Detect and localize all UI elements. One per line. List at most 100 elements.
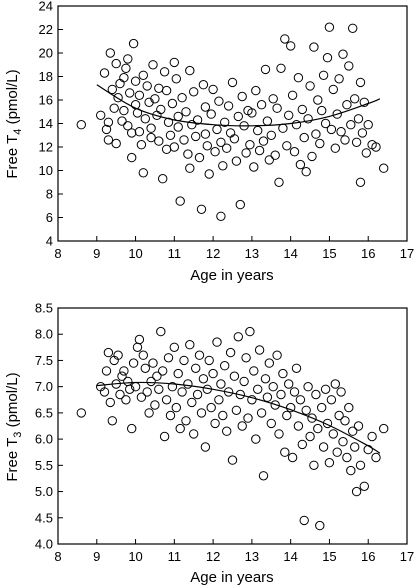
free-t3-data-point xyxy=(163,353,174,363)
free-t4-data-point xyxy=(76,120,87,130)
free-t4-data-point xyxy=(253,125,263,136)
free-t4-data-point xyxy=(119,73,129,83)
free-t4-data-point xyxy=(156,104,166,115)
free-t4-data-point xyxy=(284,110,294,121)
free-t4-data-point xyxy=(185,163,195,173)
free-t3-data-point xyxy=(235,389,246,400)
free-t3-data-point xyxy=(165,410,176,421)
free-t3-data-point xyxy=(260,374,271,384)
free-t4-y-tick-label: 12 xyxy=(39,140,53,155)
free-t3-data-point xyxy=(227,455,238,465)
free-t4-data-point xyxy=(171,74,182,84)
free-t4-data-point xyxy=(258,136,269,146)
free-t4-data-point xyxy=(293,73,304,83)
free-t4-data-point xyxy=(355,177,366,188)
free-t4-data-point xyxy=(276,63,286,74)
free-t4-data-point xyxy=(138,168,149,178)
free-t4-data-point xyxy=(154,83,164,94)
free-t3-data-point xyxy=(340,416,350,426)
free-t3-y-tick-label: 6.0 xyxy=(35,432,53,447)
free-t4-data-point xyxy=(204,169,214,179)
free-t4-data-point xyxy=(262,116,273,126)
free-t3-data-point xyxy=(305,431,315,442)
free-t4-data-point xyxy=(191,131,201,142)
free-t4-data-point xyxy=(111,138,121,149)
free-t3-data-point xyxy=(179,355,189,366)
free-t3-data-point xyxy=(301,405,311,415)
free-t4-x-tick-label: 14 xyxy=(283,246,297,261)
free-t4-data-point xyxy=(185,65,195,76)
free-t3-data-point xyxy=(266,418,276,429)
free-t4-data-point xyxy=(175,196,185,206)
free-t4-data-point xyxy=(154,136,164,146)
free-t3-data-point xyxy=(105,397,116,408)
free-t4-data-point xyxy=(272,103,282,113)
free-t4-data-point xyxy=(326,124,337,135)
free-t4-data-point xyxy=(353,114,364,124)
free-t3-data-point xyxy=(181,416,191,426)
free-t3-data-point xyxy=(194,350,205,360)
free-t4-data-point xyxy=(264,155,274,165)
free-t4-x-tick-label: 9 xyxy=(93,246,100,261)
free-t4-data-point xyxy=(227,77,238,88)
free-t4-data-point xyxy=(286,41,296,51)
free-t4-data-point xyxy=(332,109,342,119)
free-t3-data-point xyxy=(200,442,211,452)
free-t4-data-point xyxy=(287,90,298,101)
free-t4-y-tick-label: 4 xyxy=(46,234,53,249)
free-t3-y-tick-label: 5.5 xyxy=(35,458,53,473)
free-t3-data-point xyxy=(322,418,333,429)
free-t4-data-point xyxy=(101,124,112,135)
free-t3-data-point xyxy=(320,384,331,394)
free-t3-fit-line xyxy=(96,381,381,454)
free-t3-data-point xyxy=(247,395,257,405)
free-t4-y-tick-label: 8 xyxy=(46,187,53,202)
free-t4-x-tick-label: 10 xyxy=(128,246,142,261)
free-t3-data-point xyxy=(127,423,137,434)
free-t4-data-point xyxy=(256,100,267,110)
free-t3-data-point xyxy=(115,389,125,400)
free-t4-data-point xyxy=(280,34,290,44)
free-t4-x-axis-label: Age in years xyxy=(190,267,273,284)
free-t3-data-point xyxy=(117,371,127,381)
free-t3-data-point xyxy=(272,350,282,360)
free-t3-data-point xyxy=(146,376,156,387)
free-t3-panel: 8 9 10 11 12 13 14 15 16 17 4.0 4.5 5.0 5.5 6.0 6.5 7.0… xyxy=(4,301,414,587)
free-t4-data-point xyxy=(260,64,271,75)
free-t3-data-point xyxy=(103,347,114,358)
free-t3-data-point xyxy=(318,442,329,452)
free-t3-data-point xyxy=(212,337,222,347)
free-t3-data-point xyxy=(241,353,251,363)
free-t3-data-point xyxy=(334,410,344,421)
free-t4-data-point xyxy=(146,132,156,143)
free-t3-data-point xyxy=(346,465,356,476)
free-t3-data-point xyxy=(359,481,369,491)
free-t4-x-tick-label: 11 xyxy=(168,246,182,261)
free-t4-x-tick-label: 17 xyxy=(400,246,414,261)
free-t4-data-point xyxy=(117,116,127,126)
free-t3-data-point xyxy=(206,402,216,413)
free-t4-y-tick-label: 14 xyxy=(39,116,53,131)
free-t4-data-point xyxy=(115,78,125,89)
free-t4-data-point xyxy=(229,134,240,144)
free-t3-data-point xyxy=(350,442,360,452)
free-t3-data-point xyxy=(264,358,274,368)
free-t4-y-tick-label: 6 xyxy=(46,210,53,225)
free-t3-data-point xyxy=(132,342,143,352)
free-t4-data-point xyxy=(136,140,147,150)
free-t3-data-point xyxy=(276,389,286,400)
free-t3-data-point xyxy=(216,379,226,389)
free-t3-data-point xyxy=(293,421,304,431)
free-t4-data-point xyxy=(348,23,358,33)
free-t4-data-point xyxy=(165,130,176,141)
free-t4-data-point xyxy=(295,159,306,170)
free-t3-data-point xyxy=(119,366,129,376)
free-t3-data-point xyxy=(289,387,300,397)
free-t4-data-point xyxy=(214,96,224,106)
free-t4-data-point xyxy=(303,114,313,124)
free-t3-data-point xyxy=(144,408,154,418)
free-t3-data-point xyxy=(175,423,185,434)
free-t3-data-point xyxy=(76,408,87,418)
free-t3-x-axis: 8 9 10 11 12 13 14 15 16 17 xyxy=(54,539,414,564)
free-t4-data-point xyxy=(336,127,346,137)
